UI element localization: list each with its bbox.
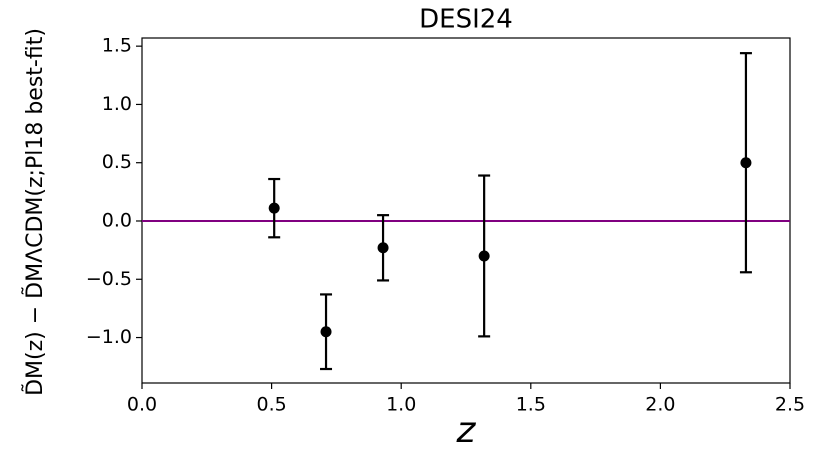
plot-frame: [141, 37, 791, 384]
point: [268, 202, 280, 214]
y-tick-label: 0.5: [102, 151, 132, 173]
y-tick-label: 0.0: [102, 209, 132, 231]
y-axis-label: D̃M(z) − D̃MΛCDM(z;Pl18 best-fit): [22, 28, 48, 396]
y-tick-label: 1.5: [102, 35, 132, 57]
point: [740, 157, 752, 169]
point: [377, 242, 389, 254]
x-tick-label: 0.5: [256, 394, 286, 416]
point: [478, 250, 490, 262]
x-tick-label: 1.5: [516, 394, 546, 416]
y-tick-label: −1.0: [86, 326, 132, 348]
y-tick-label: −0.5: [86, 268, 132, 290]
x-axis-label: z: [456, 410, 477, 451]
x-tick-label: 0.0: [127, 394, 157, 416]
y-tick-label: 1.0: [102, 93, 132, 115]
point: [320, 326, 332, 338]
x-tick-label: 1.0: [386, 394, 416, 416]
chart-title: DESI24: [419, 5, 513, 35]
x-tick-label: 2.0: [645, 394, 675, 416]
x-tick-label: 2.5: [775, 394, 805, 416]
